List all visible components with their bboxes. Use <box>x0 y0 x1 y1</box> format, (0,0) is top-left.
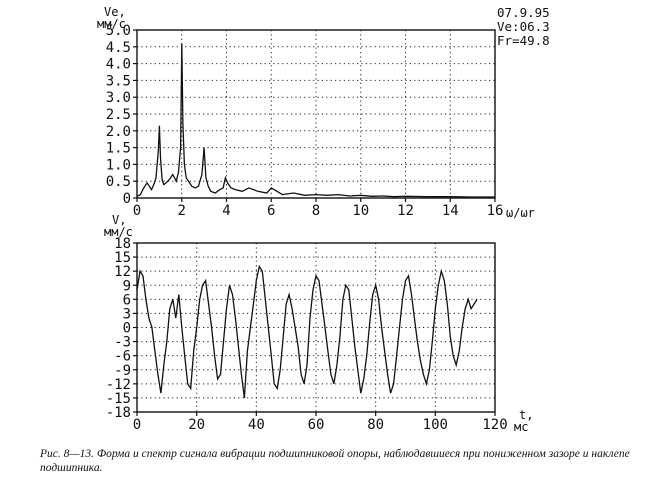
waveform-y-axis-unit: мм/с <box>104 225 133 239</box>
info-date: 07.9.95 <box>497 5 550 20</box>
waveform-y-tick-label: 12 <box>114 264 131 280</box>
spectrum-x-tick-label: 0 <box>133 203 141 219</box>
spectrum-x-tick-label: 12 <box>397 203 414 219</box>
spectrum-y-tick-label: 2.0 <box>106 124 131 140</box>
spectrum-y-tick-label: 4.5 <box>106 40 131 56</box>
spectrum-y-axis-label: Ve, <box>104 5 126 19</box>
spectrum-x-axis-label: ω/ωr <box>506 206 535 220</box>
spectrum-x-tick-label: 4 <box>222 203 230 219</box>
waveform-y-tick-label: 18 <box>114 236 131 252</box>
waveform-series-line <box>136 264 478 398</box>
spectrum-y-tick-label: 5.0 <box>106 23 131 39</box>
waveform-y-tick-label: -3 <box>114 335 131 351</box>
spectrum-panel: 00.51.01.52.02.53.03.54.04.55.0 0 2 4 6 8 10 1… <box>97 5 550 220</box>
spectrum-y-tick-label: 1.0 <box>106 157 131 173</box>
waveform-x-axis-unit: мс <box>514 420 528 434</box>
waveform-x-tick-label: 100 <box>423 417 448 433</box>
spectrum-x-tick-label: 10 <box>352 203 369 219</box>
waveform-x-tick-label: 60 <box>308 417 325 433</box>
spectrum-series-line <box>136 43 495 198</box>
spectrum-grid <box>133 29 496 202</box>
info-ve: Ve:06.3 <box>497 19 550 34</box>
waveform-x-tick-label: 0 <box>133 417 141 433</box>
spectrum-y-tick-label: 2.5 <box>106 107 131 123</box>
spectrum-x-tick-label: 6 <box>267 203 275 219</box>
waveform-x-tick-label: 120 <box>482 417 507 433</box>
waveform-y-tick-label: 3 <box>123 306 131 322</box>
waveform-y-tick-label: 9 <box>123 278 131 294</box>
spectrum-y-tick-label: 1.5 <box>106 141 131 157</box>
spectrum-x-tick-label: 14 <box>442 203 459 219</box>
figure-caption: Рис. 8—13. Форма и спектр сигнала вибрац… <box>40 448 630 474</box>
waveform-x-tick-labels: 0 20 40 60 80 100 120 <box>133 417 508 433</box>
waveform-y-tick-label: -15 <box>106 391 131 407</box>
waveform-y-tick-label: 15 <box>114 250 131 266</box>
spectrum-y-tick-label: 4.0 <box>106 57 131 73</box>
waveform-y-tick-label: -18 <box>106 405 131 421</box>
waveform-y-axis-label: V, <box>112 213 126 227</box>
waveform-y-tick-label: -12 <box>106 377 131 393</box>
spectrum-y-tick-label: 3.5 <box>106 73 131 89</box>
waveform-y-tick-label: -6 <box>114 349 131 365</box>
spectrum-x-tick-label: 8 <box>312 203 320 219</box>
waveform-x-axis-label: t, <box>519 408 533 422</box>
waveform-x-tick-label: 80 <box>367 417 384 433</box>
spectrum-y-tick-labels: 00.51.01.52.02.53.03.54.04.55.0 <box>106 23 131 207</box>
spectrum-y-axis-unit: мм/с <box>97 17 126 31</box>
spectrum-y-tick-label: 0.5 <box>106 174 131 190</box>
waveform-x-tick-label: 20 <box>188 417 205 433</box>
spectrum-x-tick-label: 2 <box>178 203 186 219</box>
info-fr: Fr=49.8 <box>497 33 550 48</box>
waveform-grid <box>133 242 496 416</box>
spectrum-x-tick-label: 16 <box>487 203 504 219</box>
spectrum-y-tick-label: 3.0 <box>106 90 131 106</box>
spectrum-y-tick-label: 0 <box>123 191 131 207</box>
waveform-x-tick-label: 40 <box>248 417 265 433</box>
waveform-y-tick-label: 6 <box>123 292 131 308</box>
spectrum-x-tick-labels: 0 2 4 6 8 10 12 14 16 <box>133 203 504 219</box>
waveform-y-tick-label: -9 <box>114 363 131 379</box>
waveform-y-tick-label: 0 <box>123 321 131 337</box>
